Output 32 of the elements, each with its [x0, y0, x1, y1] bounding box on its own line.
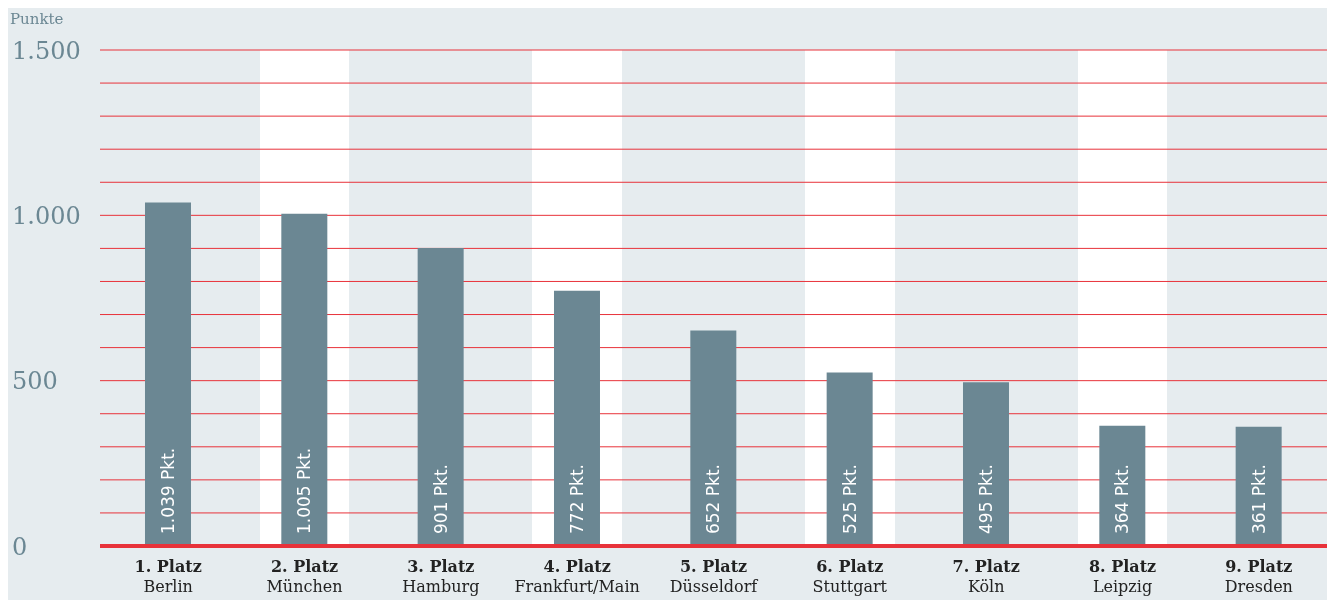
bar [962, 382, 1009, 546]
y-tick-label: 500 [12, 367, 58, 396]
bar [826, 372, 873, 546]
data-label: 525 Pkt. [839, 463, 860, 534]
x-tick-label: 1. Platz Berlin [134, 557, 202, 596]
bar [553, 290, 600, 546]
data-label: 772 Pkt. [566, 463, 587, 534]
y-tick-label: 1.500 [12, 36, 81, 65]
bar [690, 330, 737, 546]
x-tick-label: 8. Platz Leipzig [1088, 557, 1157, 596]
y-tick-label: 1.000 [12, 201, 81, 230]
x-tick-label: 6. Platz Stuttgart [812, 557, 888, 596]
x-tick-label: 3. Platz Hamburg [402, 557, 480, 596]
bar [417, 248, 464, 546]
x-tick-label: 5. Platz Düsseldorf [669, 557, 759, 596]
y-tick-label: 0 [12, 532, 28, 561]
data-label: 1.039 Pkt. [157, 447, 178, 534]
data-label: 361 Pkt. [1248, 463, 1269, 534]
x-tick-label: 7. Platz Köln [952, 557, 1020, 596]
bar [1235, 426, 1282, 546]
data-label: 364 Pkt. [1112, 463, 1133, 534]
bar [1099, 425, 1146, 546]
y-axis-title: Punkte [10, 10, 64, 28]
data-label: 495 Pkt. [975, 463, 996, 534]
x-tick-label: 4. Platz Frankfurt/Main [514, 557, 640, 596]
bar [281, 213, 328, 546]
bar [144, 202, 191, 546]
data-label: 652 Pkt. [703, 463, 724, 534]
x-tick-label: 9. Platz Dresden [1224, 557, 1293, 596]
data-label: 1.005 Pkt. [294, 447, 315, 534]
data-label: 901 Pkt. [430, 463, 451, 534]
x-tick-label: 2. Platz München [266, 557, 343, 596]
